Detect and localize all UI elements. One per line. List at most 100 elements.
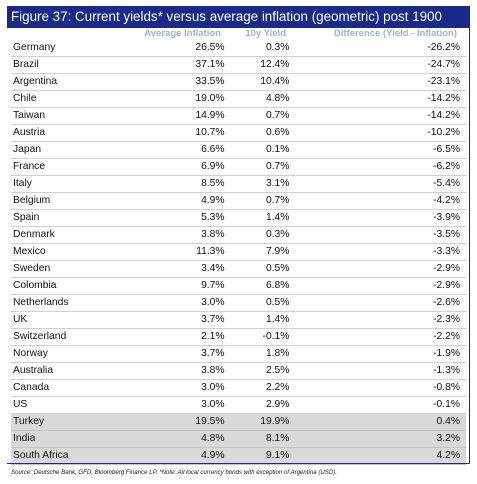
figure-bottom-rule xyxy=(7,463,470,464)
country-cell: Italy xyxy=(11,175,119,193)
source-note: Source: Deutsche Bank, GFD, Bloomberg Fi… xyxy=(11,469,337,476)
yield-10y-cell: 9.1% xyxy=(224,447,290,465)
yield-10y-cell: 3.1% xyxy=(224,175,290,193)
table-row: France 6.9% 0.7% -6.2% xyxy=(11,158,466,176)
difference-cell: -2.2% xyxy=(289,328,466,346)
difference-cell: -2.9% xyxy=(289,277,466,295)
yield-10y-cell: 6.8% xyxy=(224,277,290,295)
table-row: Austria 10.7% 0.6% -10.2% xyxy=(11,124,466,142)
avg-inflation-cell: 3.0% xyxy=(118,379,225,397)
table-row: Colombia 9.7% 6.8% -2.9% xyxy=(11,277,466,295)
column-header-difference: Difference (Yield - Inflation) xyxy=(333,28,457,39)
table-row: Canada 3.0% 2.2% -0.8% xyxy=(11,379,466,397)
difference-cell: -2.6% xyxy=(289,294,466,312)
difference-cell: 3.2% xyxy=(289,430,466,448)
avg-inflation-cell: 10.7% xyxy=(118,124,225,142)
yield-10y-cell: 0.7% xyxy=(224,107,290,125)
difference-cell: 0.4% xyxy=(289,413,466,431)
difference-cell: 4.2% xyxy=(289,447,466,465)
yield-10y-cell: 0.5% xyxy=(224,294,290,312)
country-cell: Denmark xyxy=(11,226,119,244)
avg-inflation-cell: 33.5% xyxy=(118,73,225,91)
country-cell: Spain xyxy=(11,209,119,227)
yield-10y-cell: 2.2% xyxy=(224,379,290,397)
yield-10y-cell: 0.6% xyxy=(224,124,290,142)
country-cell: South Africa xyxy=(11,447,119,465)
yield-10y-cell: 10.4% xyxy=(224,73,290,91)
table-row: Switzerland 2.1% -0.1% -2.2% xyxy=(11,328,466,346)
table-row: Brazil 37.1% 12.4% -24.7% xyxy=(11,56,466,74)
yield-10y-cell: 7.9% xyxy=(224,243,290,261)
yield-10y-cell: 1.8% xyxy=(224,345,290,363)
table-row: Turkey 19.5% 19.9% 0.4% xyxy=(11,413,466,431)
table-row: Belgium 4.9% 0.7% -4.2% xyxy=(11,192,466,210)
table-row: Denmark 3.8% 0.3% -3.5% xyxy=(11,226,466,244)
table-row: Germany 26.5% 0.3% -26.2% xyxy=(11,40,466,57)
difference-cell: -0.8% xyxy=(289,379,466,397)
difference-cell: -14.2% xyxy=(289,90,466,108)
country-cell: France xyxy=(11,158,119,176)
avg-inflation-cell: 9.7% xyxy=(118,277,225,295)
difference-cell: -5.4% xyxy=(289,175,466,193)
country-cell: India xyxy=(11,430,119,448)
difference-cell: -3.5% xyxy=(289,226,466,244)
avg-inflation-cell: 3.8% xyxy=(118,362,225,380)
avg-inflation-cell: 6.6% xyxy=(118,141,225,159)
table-row: Argentina 33.5% 10.4% -23.1% xyxy=(11,73,466,91)
avg-inflation-cell: 5.3% xyxy=(118,209,225,227)
figure-right-rule xyxy=(469,28,470,464)
country-cell: Austria xyxy=(11,124,119,142)
country-cell: Australia xyxy=(11,362,119,380)
yield-10y-cell: 12.4% xyxy=(224,56,290,74)
country-cell: Canada xyxy=(11,379,119,397)
country-cell: Sweden xyxy=(11,260,119,278)
yield-10y-cell: 2.9% xyxy=(224,396,290,414)
avg-inflation-cell: 11.3% xyxy=(118,243,225,261)
difference-cell: -2.3% xyxy=(289,311,466,329)
yield-10y-cell: 0.3% xyxy=(224,40,290,57)
avg-inflation-cell: 3.0% xyxy=(118,294,225,312)
table-row: South Africa 4.9% 9.1% 4.2% xyxy=(11,447,466,465)
table-row: US 3.0% 2.9% -0.1% xyxy=(11,396,466,414)
yield-10y-cell: 0.7% xyxy=(224,192,290,210)
country-cell: Netherlands xyxy=(11,294,119,312)
avg-inflation-cell: 3.4% xyxy=(118,260,225,278)
avg-inflation-cell: 6.9% xyxy=(118,158,225,176)
table-row: Norway 3.7% 1.8% -1.9% xyxy=(11,345,466,363)
column-header-10y-yield: 10y Yield xyxy=(245,28,286,39)
figure: Figure 37: Current yields* versus averag… xyxy=(7,6,470,481)
difference-cell: -3.3% xyxy=(289,243,466,261)
avg-inflation-cell: 4.8% xyxy=(118,430,225,448)
yield-10y-cell: 1.4% xyxy=(224,311,290,329)
yield-10y-cell: 2.5% xyxy=(224,362,290,380)
avg-inflation-cell: 3.0% xyxy=(118,396,225,414)
avg-inflation-cell: 26.5% xyxy=(118,40,225,57)
table-row: Japan 6.6% 0.1% -6.5% xyxy=(11,141,466,159)
country-cell: Turkey xyxy=(11,413,119,431)
country-cell: Switzerland xyxy=(11,328,119,346)
yield-10y-cell: 0.7% xyxy=(224,158,290,176)
column-header-avg-inflation: Average Inflation xyxy=(144,28,221,39)
country-cell: Belgium xyxy=(11,192,119,210)
table-row: Taiwan 14.9% 0.7% -14.2% xyxy=(11,107,466,125)
country-cell: Chile xyxy=(11,90,119,108)
avg-inflation-cell: 19.0% xyxy=(118,90,225,108)
yield-10y-cell: 19.9% xyxy=(224,413,290,431)
avg-inflation-cell: 3.7% xyxy=(118,345,225,363)
difference-cell: -26.2% xyxy=(289,40,466,57)
table-row: Sweden 3.4% 0.5% -2.9% xyxy=(11,260,466,278)
table-row: Spain 5.3% 1.4% -3.9% xyxy=(11,209,466,227)
difference-cell: -1.3% xyxy=(289,362,466,380)
table-row: Australia 3.8% 2.5% -1.3% xyxy=(11,362,466,380)
avg-inflation-cell: 2.1% xyxy=(118,328,225,346)
table-row: India 4.8% 8.1% 3.2% xyxy=(11,430,466,448)
table-row: UK 3.7% 1.4% -2.3% xyxy=(11,311,466,329)
country-cell: Norway xyxy=(11,345,119,363)
column-header-country xyxy=(7,28,113,40)
figure-title: Figure 37: Current yields* versus averag… xyxy=(7,6,470,28)
table-row: Mexico 11.3% 7.9% -3.3% xyxy=(11,243,466,261)
country-cell: Colombia xyxy=(11,277,119,295)
yield-10y-cell: -0.1% xyxy=(224,328,290,346)
avg-inflation-cell: 4.9% xyxy=(118,192,225,210)
yield-10y-cell: 0.3% xyxy=(224,226,290,244)
